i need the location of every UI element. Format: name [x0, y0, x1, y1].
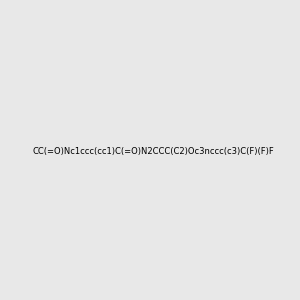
- Text: CC(=O)Nc1ccc(cc1)C(=O)N2CCC(C2)Oc3nccc(c3)C(F)(F)F: CC(=O)Nc1ccc(cc1)C(=O)N2CCC(C2)Oc3nccc(c…: [33, 147, 274, 156]
